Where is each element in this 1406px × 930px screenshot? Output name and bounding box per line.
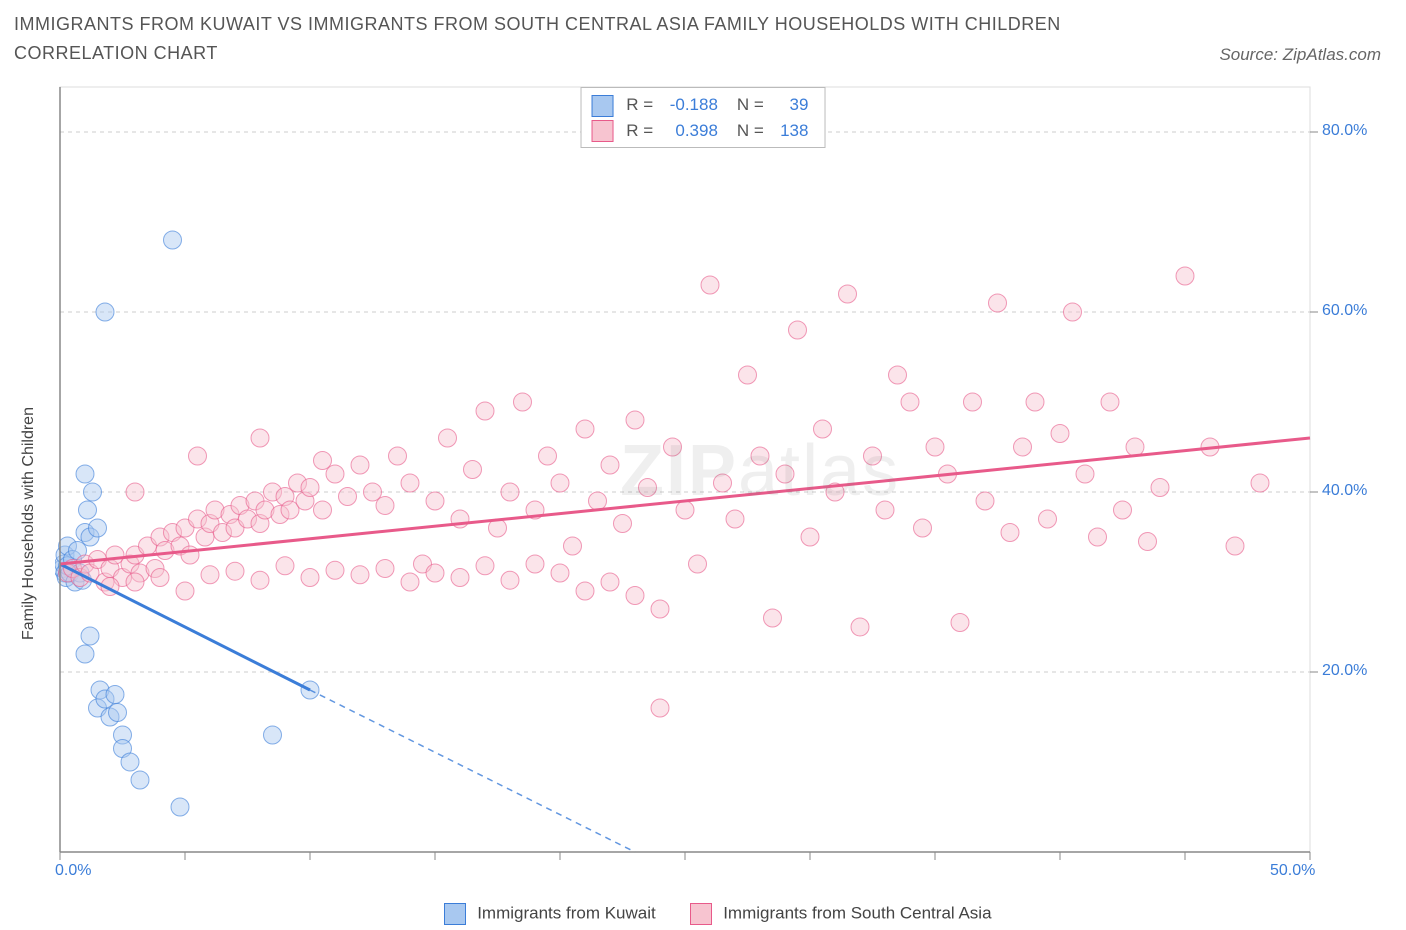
legend-bottom-label-sca: Immigrants from South Central Asia bbox=[723, 903, 991, 922]
legend-correlation-box: R = -0.188 N = 39 R = 0.398 N = 138 bbox=[581, 87, 826, 148]
y-axis-label: Family Households with Children bbox=[20, 407, 38, 640]
legend-bottom-swatch-sca bbox=[690, 903, 712, 925]
y-tick-label: 60.0% bbox=[1322, 302, 1367, 320]
scatter-plot bbox=[55, 82, 1385, 882]
y-tick-label: 80.0% bbox=[1322, 122, 1367, 140]
r-value-kuwait: -0.188 bbox=[658, 92, 718, 118]
legend-swatch-kuwait bbox=[592, 95, 614, 117]
legend-bottom-swatch-kuwait bbox=[444, 903, 466, 925]
r-value-sca: 0.398 bbox=[658, 118, 718, 144]
legend-bottom: Immigrants from Kuwait Immigrants from S… bbox=[0, 903, 1406, 925]
y-tick-label: 40.0% bbox=[1322, 482, 1367, 500]
legend-swatch-sca bbox=[592, 120, 614, 142]
n-value-kuwait: 39 bbox=[768, 92, 808, 118]
chart-title: IMMIGRANTS FROM KUWAIT VS IMMIGRANTS FRO… bbox=[14, 10, 1134, 68]
x-tick-label: 0.0% bbox=[55, 862, 91, 880]
x-tick-label: 50.0% bbox=[1270, 862, 1315, 880]
source-label: Source: ZipAtlas.com bbox=[1219, 45, 1381, 65]
y-tick-label: 20.0% bbox=[1322, 662, 1367, 680]
legend-bottom-label-kuwait: Immigrants from Kuwait bbox=[477, 903, 656, 922]
n-value-sca: 138 bbox=[768, 118, 808, 144]
